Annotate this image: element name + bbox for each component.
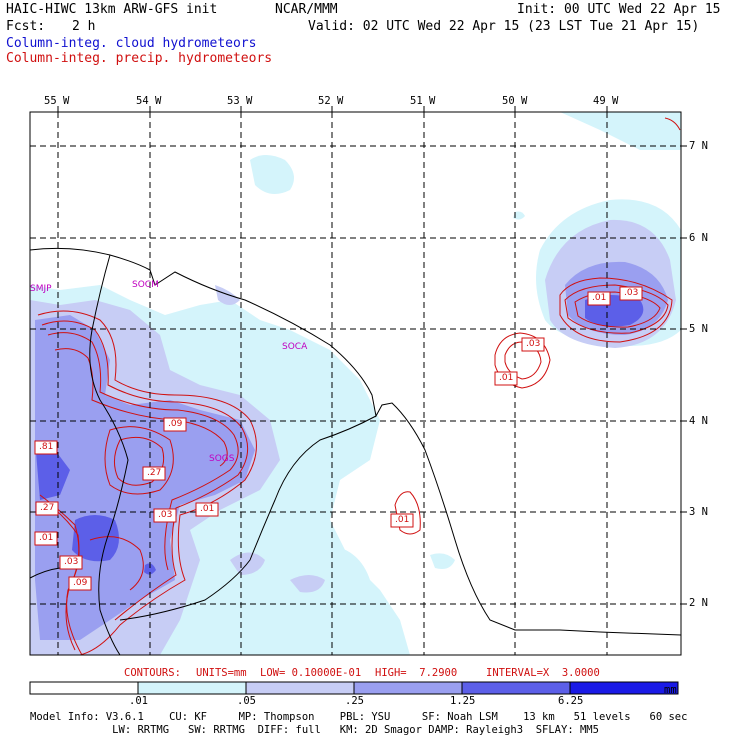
lat-label: 7 N bbox=[689, 140, 708, 152]
field-cloud-title: Column-integ. cloud hydrometeors bbox=[6, 36, 257, 51]
colorbar-tick: .01 bbox=[129, 695, 148, 707]
contours-interval: INTERVAL=X 3.0000 bbox=[486, 667, 600, 679]
station-label: SOCM bbox=[132, 280, 159, 290]
init-time: Init: 00 UTC Wed 22 Apr 15 bbox=[517, 2, 721, 17]
contour-label: .01 bbox=[200, 504, 215, 514]
fcst-value: 2 h bbox=[72, 19, 96, 34]
colorbar-tick: 6.25 bbox=[558, 695, 584, 707]
contour-label: .03 bbox=[64, 557, 79, 567]
colorbar-unit: mm bbox=[664, 684, 677, 696]
contour-label: .01 bbox=[39, 533, 54, 543]
contour-label: .01 bbox=[395, 515, 410, 525]
contour-label: .27 bbox=[40, 503, 55, 513]
graticule bbox=[30, 112, 681, 655]
axis-ticks bbox=[57, 106, 687, 605]
model-info-line1: Model Info: V3.6.1 CU: KF MP: Thompson P… bbox=[30, 711, 688, 723]
lon-label: 55 W bbox=[44, 95, 70, 107]
contour-label: .09 bbox=[73, 578, 88, 588]
contour-label: .03 bbox=[526, 339, 541, 349]
valid-time: Valid: 02 UTC Wed 22 Apr 15 (23 LST Tue … bbox=[308, 19, 700, 34]
lat-label: 2 N bbox=[689, 597, 708, 609]
contour-label: .81 bbox=[39, 442, 54, 452]
agency-label: NCAR/MMM bbox=[275, 2, 338, 17]
lon-label: 53 W bbox=[227, 95, 253, 107]
contour-label-boxes bbox=[34, 286, 643, 591]
model-info-line2: LW: RRTMG SW: RRTMG DIFF: full KM: 2D Sm… bbox=[30, 724, 599, 736]
contours-low: LOW= 0.10000E-01 bbox=[260, 667, 362, 679]
station-label: SOGS bbox=[209, 454, 235, 464]
station-label: SMJP bbox=[30, 284, 52, 294]
contour-label: .01 bbox=[499, 373, 514, 383]
contour-label: .27 bbox=[147, 468, 162, 478]
contour-label: .03 bbox=[158, 510, 173, 520]
contour-label: .09 bbox=[168, 419, 183, 429]
contours-label: CONTOURS: bbox=[124, 667, 181, 679]
colorbar-tick: .25 bbox=[345, 695, 364, 707]
lat-label: 6 N bbox=[689, 232, 708, 244]
lon-label: 50 W bbox=[502, 95, 528, 107]
lon-label: 52 W bbox=[318, 95, 344, 107]
lon-label: 49 W bbox=[593, 95, 619, 107]
coastline-borders bbox=[29, 247, 682, 656]
contours-high: HIGH= 7.2900 bbox=[375, 667, 458, 679]
colorbar-tick: 1.25 bbox=[450, 695, 476, 707]
station-label: SOCA bbox=[282, 342, 308, 352]
colorbar-tick: .05 bbox=[237, 695, 256, 707]
fcst-label: Fcst: bbox=[6, 19, 46, 34]
lat-label: 3 N bbox=[689, 506, 708, 518]
contour-label: .01 bbox=[592, 293, 607, 303]
lon-label: 54 W bbox=[136, 95, 162, 107]
contours-units: UNITS=mm bbox=[196, 667, 247, 679]
field-precip-title: Column-integ. precip. hydrometeors bbox=[6, 51, 273, 66]
lat-label: 4 N bbox=[689, 415, 708, 427]
lon-label: 51 W bbox=[410, 95, 436, 107]
model-title: HAIC-HIWC 13km ARW-GFS init bbox=[6, 2, 218, 17]
contour-label: .03 bbox=[624, 288, 639, 298]
lat-label: 5 N bbox=[689, 323, 708, 335]
